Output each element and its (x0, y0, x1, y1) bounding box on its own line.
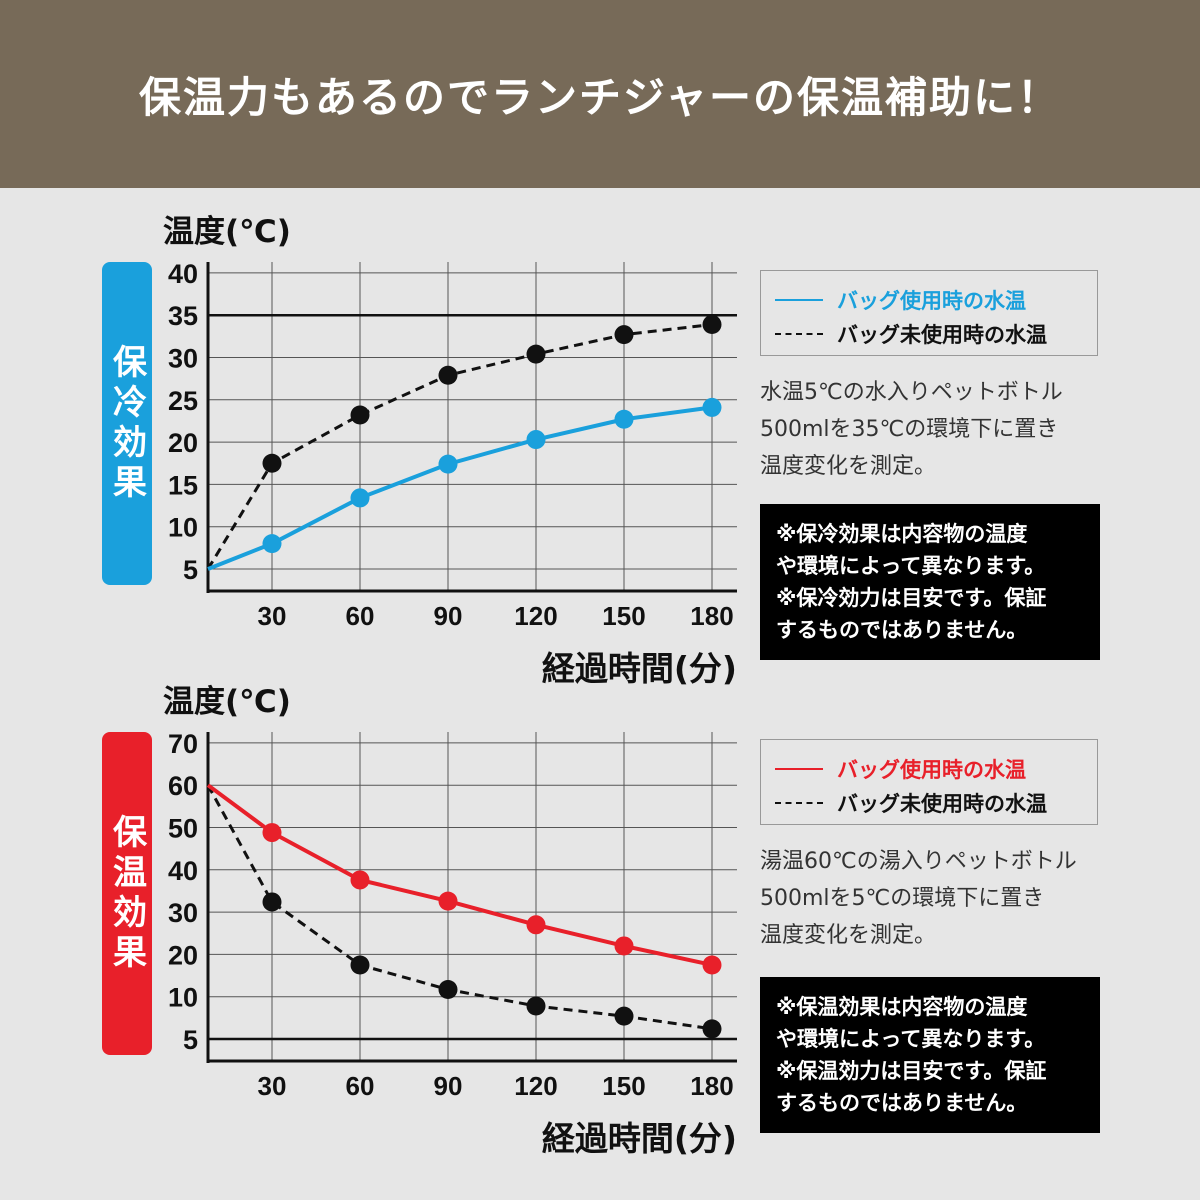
y-tick-label: 15 (168, 470, 198, 500)
data-point (262, 823, 282, 843)
data-point (526, 430, 546, 450)
description-line: 湯温60℃の湯入りペットボトル (760, 849, 1077, 874)
x-tick-label: 30 (258, 601, 287, 631)
note-line: や環境によって異なります。 (776, 554, 1046, 578)
data-point (262, 534, 282, 554)
cold-description: 水温5℃の水入りペットボトル 500mlを35℃の環境下に置き 温度変化を測定。 (760, 374, 1110, 485)
description-line: 温度変化を測定。 (760, 923, 937, 948)
note-line: ※保温効力は目安です。保証 (776, 1059, 1047, 1083)
hot-effect-badge: 保温効果 (102, 732, 152, 1055)
header-banner: 保温力もあるのでランチジャーの保温補助に！ (0, 0, 1200, 188)
solid-line-icon (775, 299, 823, 301)
y-tick-label: 60 (168, 771, 198, 801)
y-tick-label: 20 (168, 428, 198, 458)
legend-label: バッグ使用時の水温 (837, 758, 1026, 782)
x-tick-label: 150 (602, 1071, 645, 1101)
y-tick-label: 10 (168, 513, 198, 543)
data-point (614, 1006, 634, 1026)
y-tick-label: 40 (168, 856, 198, 886)
data-point (350, 870, 370, 890)
legend-label: バッグ使用時の水温 (837, 289, 1026, 313)
note-line: ※保温効果は内容物の温度 (776, 995, 1028, 1019)
data-point (614, 325, 634, 345)
hot-y-axis-label: 温度(℃) (163, 684, 291, 720)
y-tick-label: 35 (168, 301, 198, 331)
y-tick-label: 40 (168, 259, 198, 289)
cold-legend: バッグ使用時の水温 バッグ未使用時の水温 (760, 270, 1098, 356)
x-tick-label: 30 (258, 1071, 287, 1101)
y-tick-label: 30 (168, 344, 198, 374)
data-point (526, 915, 546, 935)
x-tick-label: 60 (346, 1071, 375, 1101)
data-point (350, 405, 370, 425)
dashed-line-icon (775, 333, 823, 335)
dashed-line-icon (775, 802, 823, 804)
description-line: 水温5℃の水入りペットボトル (760, 380, 1063, 405)
legend-item-without-bag: バッグ未使用時の水温 (775, 319, 1047, 349)
data-point (438, 891, 458, 911)
note-line: するものではありません。 (776, 618, 1028, 642)
description-line: 500mlを35℃の環境下に置き (760, 417, 1059, 442)
data-point (702, 315, 722, 335)
x-tick-label: 180 (690, 601, 733, 631)
data-point (350, 955, 370, 975)
data-point (702, 1019, 722, 1039)
cold-disclaimer: ※保冷効果は内容物の温度 や環境によって異なります。 ※保冷効力は目安です。保証… (760, 504, 1100, 660)
note-line: ※保冷効力は目安です。保証 (776, 586, 1047, 610)
x-tick-label: 90 (434, 1071, 463, 1101)
data-point (702, 955, 722, 975)
hot-legend: バッグ使用時の水温 バッグ未使用時の水温 (760, 739, 1098, 825)
hot-description: 湯温60℃の湯入りペットボトル 500mlを5℃の環境下に置き 温度変化を測定。 (760, 843, 1110, 954)
y-tick-label: 30 (168, 898, 198, 928)
hot-x-axis-label: 経過時間(分) (541, 1119, 737, 1158)
x-tick-label: 150 (602, 601, 645, 631)
y-tick-label: 5 (183, 1025, 198, 1055)
y-tick-label: 25 (168, 386, 198, 416)
data-point (262, 892, 282, 912)
x-tick-label: 60 (346, 601, 375, 631)
y-tick-label: 20 (168, 940, 198, 970)
data-point (438, 980, 458, 1000)
data-point (614, 409, 634, 429)
note-line: するものではありません。 (776, 1091, 1028, 1115)
cold-y-axis-label: 温度(℃) (163, 214, 291, 250)
y-tick-label: 5 (183, 555, 198, 585)
page-title: 保温力もあるのでランチジャーの保温補助に！ (139, 72, 1061, 122)
data-point (614, 936, 634, 956)
note-line: や環境によって異なります。 (776, 1027, 1046, 1051)
legend-item-with-bag: バッグ使用時の水温 (775, 285, 1026, 315)
data-point (526, 996, 546, 1016)
y-tick-label: 10 (168, 983, 198, 1013)
cold-x-axis-label: 経過時間(分) (541, 649, 737, 688)
data-point (526, 344, 546, 364)
data-point (438, 454, 458, 474)
data-point (262, 453, 282, 473)
solid-line-icon (775, 768, 823, 770)
hot-disclaimer: ※保温効果は内容物の温度 や環境によって異なります。 ※保温効力は目安です。保証… (760, 977, 1100, 1133)
data-point (350, 488, 370, 508)
legend-label: バッグ未使用時の水温 (837, 792, 1047, 816)
data-point (438, 365, 458, 385)
cold-effect-badge: 保冷効果 (102, 262, 152, 585)
series-line (206, 783, 713, 967)
y-tick-label: 50 (168, 814, 198, 844)
data-point (702, 397, 722, 417)
y-tick-label: 70 (168, 729, 198, 759)
description-line: 温度変化を測定。 (760, 454, 937, 479)
description-line: 500mlを5℃の環境下に置き (760, 886, 1045, 911)
x-tick-label: 120 (514, 1071, 557, 1101)
x-tick-label: 120 (514, 601, 557, 631)
x-tick-label: 180 (690, 1071, 733, 1101)
x-tick-label: 90 (434, 601, 463, 631)
legend-item-with-bag: バッグ使用時の水温 (775, 754, 1026, 784)
note-line: ※保冷効果は内容物の温度 (776, 522, 1028, 546)
legend-label: バッグ未使用時の水温 (837, 323, 1047, 347)
legend-item-without-bag: バッグ未使用時の水温 (775, 788, 1047, 818)
series-line (206, 784, 713, 1031)
